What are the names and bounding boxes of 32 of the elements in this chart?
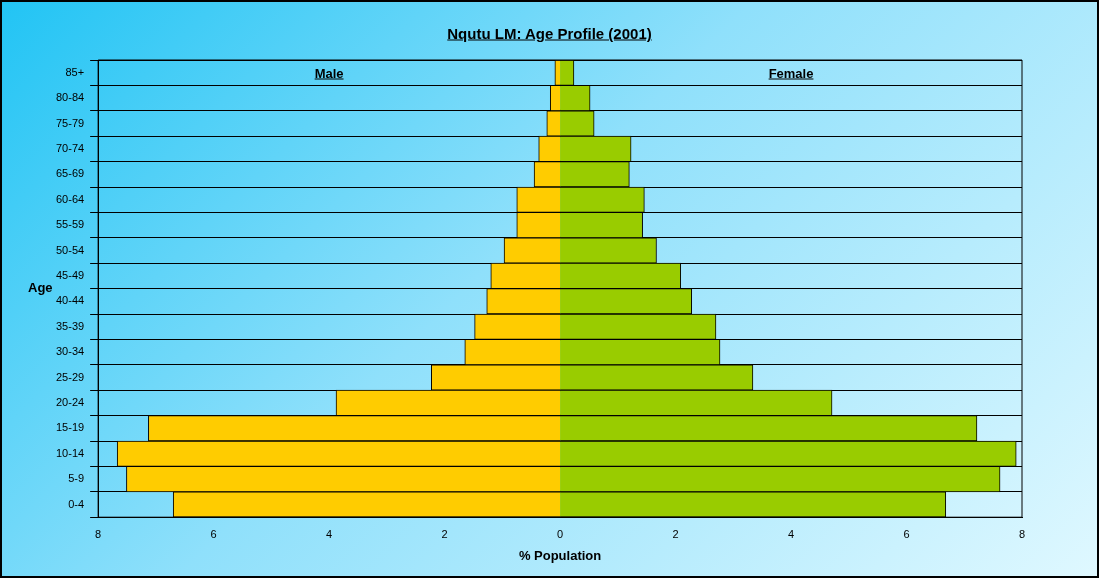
y-tick-label: 0-4 [68, 497, 85, 510]
x-axis-title: % Population [518, 547, 602, 563]
x-tick-label: 4 [326, 527, 333, 540]
x-tick-label: 2 [672, 527, 679, 540]
y-tick-label: 25-29 [55, 370, 85, 383]
y-tick-label: 70-74 [55, 141, 85, 154]
x-tick-label: 2 [441, 527, 448, 540]
x-tick-label: 8 [1018, 527, 1026, 540]
chart-title: Nqutu LM: Age Profile (2001) [447, 24, 652, 42]
y-tick-label: 5-9 [68, 472, 85, 485]
y-tick-label: 45-49 [55, 268, 85, 281]
y-tick-label: 15-19 [55, 421, 85, 434]
y-tick-label: 80-84 [55, 91, 85, 104]
x-tick-label: 6 [210, 527, 217, 540]
y-tick-label: 40-44 [55, 294, 85, 307]
y-tick-label: 55-59 [55, 218, 85, 231]
x-tick-label: 8 [95, 527, 102, 540]
annotation: Female [768, 65, 814, 81]
annotation: Male [314, 65, 344, 81]
y-tick-label: 65-69 [55, 167, 85, 180]
y-tick-label: 75-79 [55, 116, 85, 129]
y-tick-label: 30-34 [55, 345, 85, 358]
x-tick-label: 0 [557, 527, 564, 540]
y-tick-label: 20-24 [55, 395, 85, 408]
x-tick-label: 6 [903, 527, 910, 540]
y-axis-title: Age [28, 280, 53, 296]
x-tick-label: 4 [787, 527, 795, 540]
y-tick-label: 60-64 [55, 192, 85, 205]
y-tick-label: 85+ [65, 65, 85, 78]
y-tick-label: 35-39 [55, 319, 85, 332]
y-tick-label: 10-14 [55, 446, 85, 459]
y-tick-label: 50-54 [55, 243, 85, 256]
